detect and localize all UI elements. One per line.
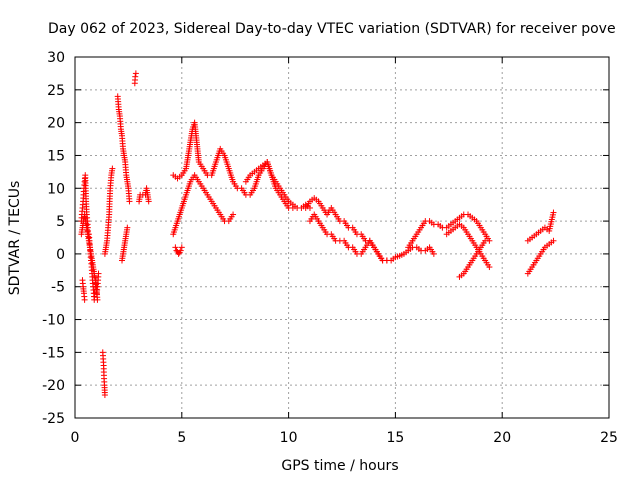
x-tick-label: 20: [493, 430, 511, 446]
y-tick-label: 10: [47, 181, 65, 197]
data-point: [172, 244, 179, 251]
data-point: [178, 244, 185, 251]
chart-title: Day 062 of 2023, Sidereal Day-to-day VTE…: [48, 21, 616, 37]
y-tick-label: 5: [56, 214, 65, 230]
data-point: [109, 165, 116, 172]
x-axis: 0 5 10 15 20 25: [71, 57, 618, 446]
data-point: [482, 237, 489, 244]
y-tick-label: 25: [47, 83, 65, 99]
y-tick-label: -25: [42, 411, 65, 427]
x-tick-label: 5: [177, 430, 186, 446]
x-tick-label: 25: [600, 430, 618, 446]
x-tick-label: 15: [386, 430, 404, 446]
data-point: [175, 250, 182, 257]
y-tick-label: 15: [47, 148, 65, 164]
grid: [75, 57, 609, 418]
y-tick-label: -20: [42, 378, 65, 394]
data-point: [132, 70, 139, 77]
data-point: [126, 198, 133, 205]
data-point: [132, 73, 139, 80]
data-point: [101, 392, 108, 399]
y-tick-label: -15: [42, 345, 65, 361]
data-point: [94, 296, 101, 303]
data-point: [81, 296, 88, 303]
y-tick-label: 30: [47, 50, 65, 66]
data-points: [78, 70, 557, 399]
data-point: [550, 237, 557, 244]
y-tick-label: -5: [51, 280, 65, 296]
y-axis-label: SDTVAR / TECUs: [7, 181, 23, 296]
y-tick-label: 20: [47, 116, 65, 132]
x-tick-label: 10: [280, 430, 298, 446]
data-point: [550, 209, 557, 216]
data-point: [124, 224, 131, 231]
y-axis: -25 -20 -15 -10 -5 0 5 10 15 20 25 30: [42, 50, 609, 427]
data-point: [177, 247, 184, 254]
data-point: [230, 211, 237, 218]
x-tick-label: 0: [71, 430, 80, 446]
data-point: [430, 250, 437, 257]
data-point: [486, 264, 493, 271]
data-point: [145, 198, 152, 205]
y-tick-label: -10: [42, 313, 65, 329]
plot-area-border: [74, 56, 610, 419]
y-tick-label: 0: [56, 247, 65, 263]
x-axis-label: GPS time / hours: [281, 458, 398, 474]
